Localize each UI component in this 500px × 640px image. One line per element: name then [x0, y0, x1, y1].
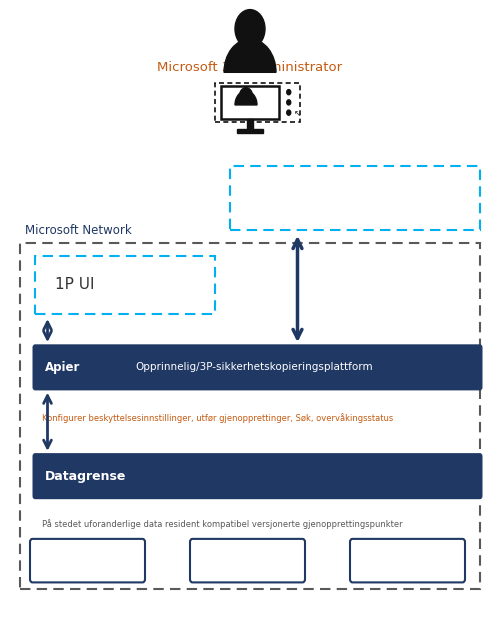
Text: Microsoft 365-administrator: Microsoft 365-administrator — [158, 61, 342, 74]
FancyBboxPatch shape — [230, 166, 480, 230]
Bar — [237, 129, 263, 133]
Text: ONEDRIVE: ONEDRIVE — [220, 556, 276, 566]
Text: Konfigurer beskyttelsesinnstillinger, utfør gjenopprettinger, Søk, overvåkingsst: Konfigurer beskyttelsesinnstillinger, ut… — [42, 413, 394, 424]
Text: 3P UI: 3P UI — [270, 191, 310, 206]
Text: Datagrense: Datagrense — [45, 470, 126, 483]
FancyBboxPatch shape — [32, 453, 482, 499]
Wedge shape — [235, 91, 257, 105]
FancyBboxPatch shape — [35, 256, 215, 314]
Text: Microsoft Network: Microsoft Network — [25, 224, 132, 237]
Wedge shape — [224, 39, 276, 72]
FancyBboxPatch shape — [30, 539, 145, 582]
Text: På stedet uforanderlige data resident kompatibel versjonerte gjenopprettingspunk: På stedet uforanderlige data resident ko… — [42, 519, 403, 529]
FancyBboxPatch shape — [221, 86, 279, 119]
Text: SHAREPOINT: SHAREPOINT — [52, 556, 123, 566]
Text: ↖: ↖ — [294, 109, 301, 118]
FancyBboxPatch shape — [32, 344, 482, 390]
FancyBboxPatch shape — [20, 243, 480, 589]
Text: Opprinnelig/3P-sikkerhetskopieringsplattform: Opprinnelig/3P-sikkerhetskopieringsplatt… — [135, 362, 372, 372]
Circle shape — [287, 110, 291, 115]
Circle shape — [235, 10, 265, 48]
FancyBboxPatch shape — [190, 539, 305, 582]
Text: EXCHANGE: EXCHANGE — [378, 556, 437, 566]
FancyBboxPatch shape — [350, 539, 465, 582]
Bar — [247, 119, 253, 131]
Circle shape — [287, 100, 291, 105]
Text: 1P UI: 1P UI — [55, 277, 94, 292]
Text: Apier: Apier — [45, 361, 80, 374]
Circle shape — [240, 88, 252, 104]
Circle shape — [287, 90, 291, 95]
